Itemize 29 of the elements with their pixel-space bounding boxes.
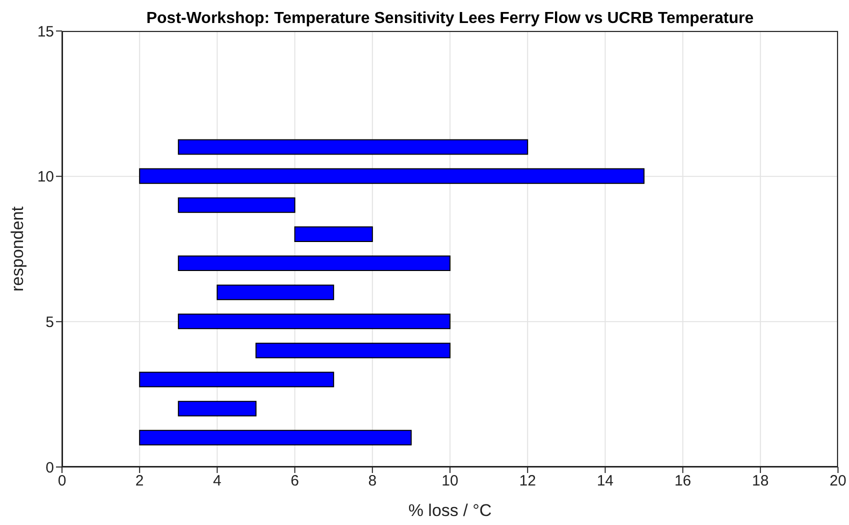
x-tick-label: 2: [135, 472, 144, 490]
y-tick-label: 0: [46, 459, 54, 476]
bar: [178, 197, 296, 213]
y-tick-label: 15: [37, 23, 54, 40]
bar: [256, 342, 450, 358]
x-tick-label: 6: [290, 472, 299, 490]
bar: [139, 372, 334, 388]
bar: [294, 226, 373, 242]
x-tick-label: 14: [596, 472, 614, 490]
x-tick-label: 0: [58, 472, 66, 490]
bar: [139, 430, 412, 446]
bar: [216, 284, 334, 300]
x-tick-label: 12: [519, 472, 536, 490]
x-tick-label: 4: [213, 472, 222, 490]
bar: [139, 168, 644, 184]
x-tick-label: 20: [830, 472, 846, 490]
x-tick-label: 16: [674, 472, 692, 490]
bar: [178, 314, 450, 330]
chart-title: Post-Workshop: Temperature Sensitivity Lees Ferry Flow vs UCRB Temperature: [145, 10, 755, 28]
y-tick-label: 10: [37, 168, 54, 186]
x-tick-label: 10: [442, 472, 458, 490]
bar: [178, 139, 528, 155]
x-axis-title: % loss / °C: [407, 501, 493, 521]
y-axis-title: respondent: [8, 205, 28, 294]
x-tick-label: 8: [368, 472, 377, 490]
bar: [178, 400, 256, 416]
y-tick-label: 5: [46, 314, 54, 331]
bar: [178, 256, 450, 272]
x-tick-label: 18: [752, 472, 769, 490]
